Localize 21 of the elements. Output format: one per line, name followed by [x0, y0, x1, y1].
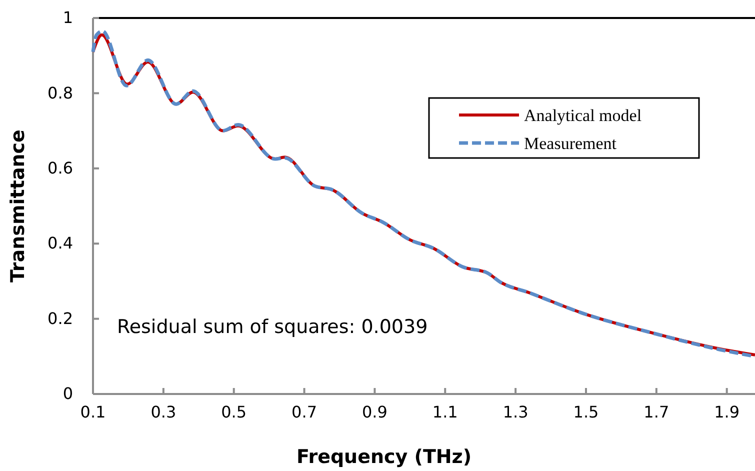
x-tick-label: 0.7 [292, 402, 318, 422]
y-axis-title: Transmittance [7, 130, 29, 282]
x-tick-label: 0.9 [362, 402, 388, 422]
x-tick-label: 1.3 [502, 402, 528, 422]
y-tick-label: 0.2 [48, 308, 73, 328]
legend-label: Analytical model [524, 106, 642, 125]
x-tick-label: 0.1 [80, 402, 106, 422]
x-tick-label: 1.7 [644, 402, 670, 422]
y-tick-label: 1 [62, 8, 73, 28]
y-tick-label: 0 [62, 384, 73, 404]
x-tick-label: 0.5 [221, 402, 247, 422]
y-tick-label: 0.4 [48, 234, 73, 253]
x-tick-label: 1.1 [432, 402, 458, 422]
x-tick-label: 0.3 [150, 402, 176, 422]
x-axis-title: Frequency (THz) [296, 446, 472, 468]
legend-label: Measurement [524, 134, 617, 153]
y-tick-label: 0.8 [48, 83, 73, 102]
y-tick-label: 0.6 [48, 158, 73, 178]
x-tick-label: 1.9 [714, 402, 740, 422]
x-tick-label: 1.5 [573, 402, 599, 422]
annotation: Residual sum of squares: 0.0039 [117, 316, 428, 338]
